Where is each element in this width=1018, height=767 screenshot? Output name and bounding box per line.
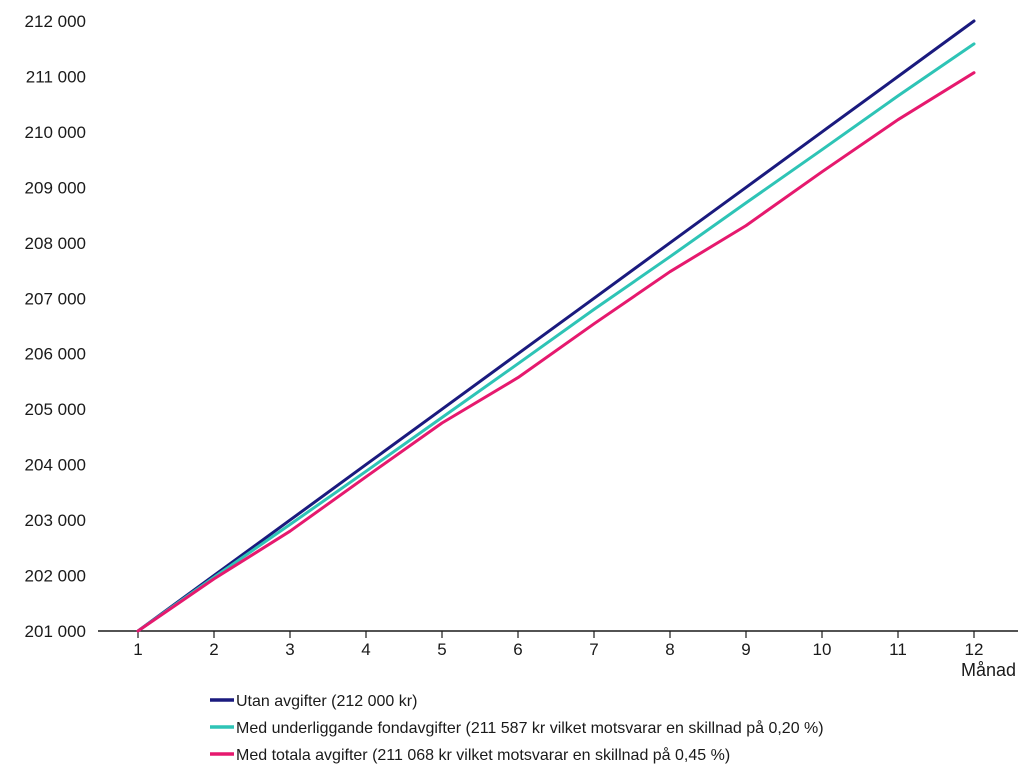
x-tick-label: 10: [813, 640, 832, 659]
x-tick-label: 4: [361, 640, 370, 659]
x-tick-label: 3: [285, 640, 294, 659]
y-tick-label: 207 000: [25, 289, 86, 308]
y-tick-label: 205 000: [25, 400, 86, 419]
x-tick-label: 2: [209, 640, 218, 659]
y-tick-label: 206 000: [25, 345, 86, 364]
legend-label: Utan avgifter (212 000 kr): [236, 693, 417, 710]
legend-item: Utan avgifter (212 000 kr): [210, 693, 417, 710]
legend-item: Med underliggande fondavgifter (211 587 …: [210, 719, 824, 737]
y-tick-label: 204 000: [25, 456, 86, 475]
x-tick-label: 5: [437, 640, 446, 659]
x-tick-label: 9: [741, 640, 750, 659]
y-tick-label: 202 000: [25, 567, 86, 586]
x-tick-label: 6: [513, 640, 522, 659]
y-axis-tick-labels: 201 000 202 000 203 000 204 000 205 000 206 0…: [25, 12, 86, 641]
y-tick-label: 211 000: [26, 67, 86, 86]
legend-label: Med totala avgifter (211 068 kr vilket m…: [236, 746, 730, 764]
x-axis-tick-labels: 1 2 3 4 5 6 7 8 9 10 11 12: [133, 640, 983, 659]
series-line-1: [136, 19, 976, 633]
x-tick-label: 12: [965, 640, 984, 659]
legend-item: Med totala avgifter (211 068 kr vilket m…: [210, 746, 730, 764]
x-tick-label: 1: [133, 640, 142, 659]
legend: Utan avgifter (212 000 kr) Med underligga…: [210, 693, 824, 764]
y-tick-label: 210 000: [25, 123, 86, 142]
x-tick-label: 7: [589, 640, 598, 659]
x-tick-label: 8: [665, 640, 674, 659]
x-axis-ticks: [137, 631, 975, 638]
x-tick-label: 11: [889, 640, 907, 659]
y-tick-label: 209 000: [25, 178, 86, 197]
y-tick-label: 203 000: [25, 511, 86, 530]
y-tick-label: 201 000: [25, 622, 86, 641]
series-lines: [136, 19, 976, 633]
series-line-3: [136, 71, 976, 633]
y-tick-label: 212 000: [25, 12, 86, 31]
x-axis-title: Månad: [961, 660, 1016, 680]
series-line-2: [136, 42, 976, 633]
legend-label: Med underliggande fondavgifter (211 587 …: [236, 719, 824, 737]
y-tick-label: 208 000: [25, 234, 86, 253]
